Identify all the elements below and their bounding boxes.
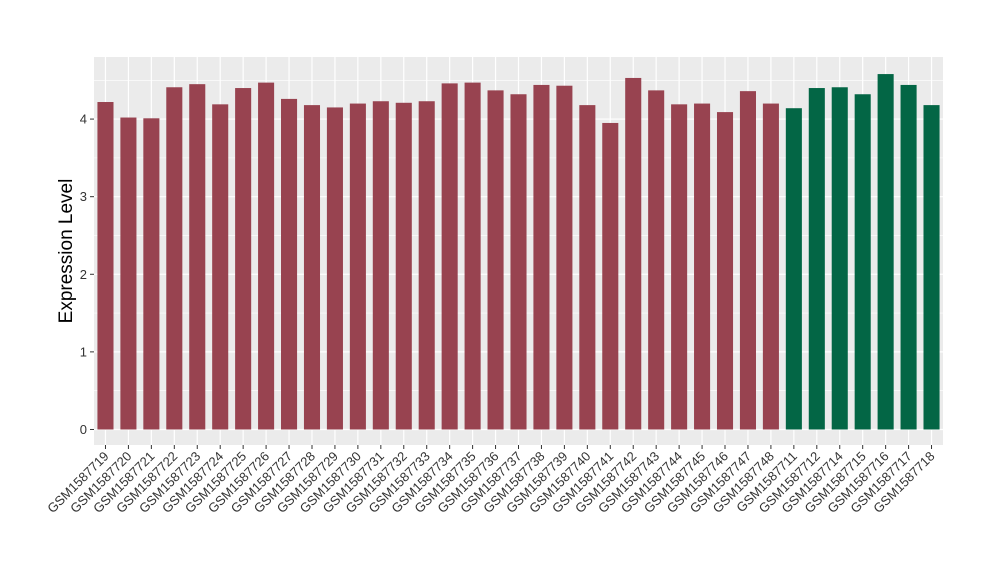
bar-GSM1587732 [395,102,412,430]
bar-GSM1587739 [556,85,573,430]
bar-GSM1587733 [418,101,435,430]
bar-GSM1587719 [97,102,114,430]
bar-GSM1587725 [235,88,252,430]
bar-GSM1587726 [258,82,275,430]
bar-GSM1587747 [739,91,756,430]
bar-GSM1587718 [923,105,940,430]
bar-GSM1587731 [372,101,389,430]
bar-GSM1587723 [189,84,206,430]
x-axis: GSM1587719GSM1587720GSM1587721GSM1587722… [44,445,938,516]
bar-GSM1587717 [900,84,917,430]
y-axis-title: Expression Level [56,179,77,324]
bar-GSM1587745 [694,103,711,430]
bar-GSM1587722 [166,87,183,430]
bar-GSM1587735 [464,82,481,430]
bar-GSM1587711 [785,108,802,430]
bar-GSM1587744 [671,104,688,430]
bar-GSM1587736 [487,90,504,430]
bar-GSM1587729 [326,107,343,430]
y-tick-label: 1 [80,344,87,359]
bar-GSM1587712 [808,88,825,430]
bar-GSM1587746 [716,112,734,430]
bar-GSM1587730 [349,103,366,430]
bar-GSM1587727 [281,98,298,430]
bar-GSM1587737 [510,94,527,430]
bars [97,74,940,430]
bar-GSM1587741 [602,122,619,430]
bar-GSM1587716 [877,74,894,430]
y-tick-label: 4 [80,112,87,127]
bar-GSM1587728 [303,105,321,430]
bar-GSM1587738 [533,84,550,430]
y-tick-label: 0 [80,422,87,437]
bar-GSM1587740 [579,105,596,430]
y-tick-label: 2 [80,267,87,282]
bar-GSM1587714 [831,87,848,430]
bar-GSM1587748 [762,103,779,430]
y-tick-label: 3 [80,189,87,204]
bar-GSM1587724 [212,104,229,430]
bar-GSM1587720 [120,117,137,430]
bar-GSM1587715 [854,94,871,430]
y-axis: 0 1 2 3 4 [80,112,94,437]
bar-GSM1587743 [648,90,665,430]
bar-GSM1587721 [143,118,160,430]
bar-GSM1587742 [625,77,642,430]
bar-GSM1587734 [441,83,458,430]
